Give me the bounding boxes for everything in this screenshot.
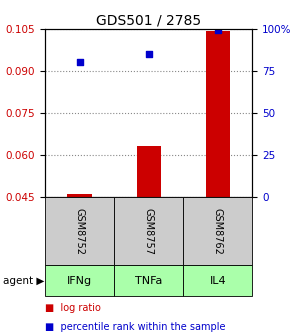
Title: GDS501 / 2785: GDS501 / 2785 bbox=[96, 13, 201, 28]
Text: GSM8757: GSM8757 bbox=[144, 208, 154, 254]
Text: TNFa: TNFa bbox=[135, 276, 162, 286]
Text: ■  percentile rank within the sample: ■ percentile rank within the sample bbox=[45, 322, 225, 332]
Text: IL4: IL4 bbox=[209, 276, 226, 286]
Text: ■  log ratio: ■ log ratio bbox=[45, 303, 101, 313]
Point bbox=[215, 27, 220, 33]
Text: agent ▶: agent ▶ bbox=[3, 276, 44, 286]
Bar bbox=[67, 194, 92, 197]
Point bbox=[146, 51, 151, 56]
Text: GSM8762: GSM8762 bbox=[213, 208, 223, 254]
Point bbox=[77, 59, 82, 65]
Bar bbox=[206, 31, 230, 197]
Bar bbox=[137, 146, 161, 197]
Text: IFNg: IFNg bbox=[67, 276, 92, 286]
Text: GSM8752: GSM8752 bbox=[75, 208, 84, 254]
